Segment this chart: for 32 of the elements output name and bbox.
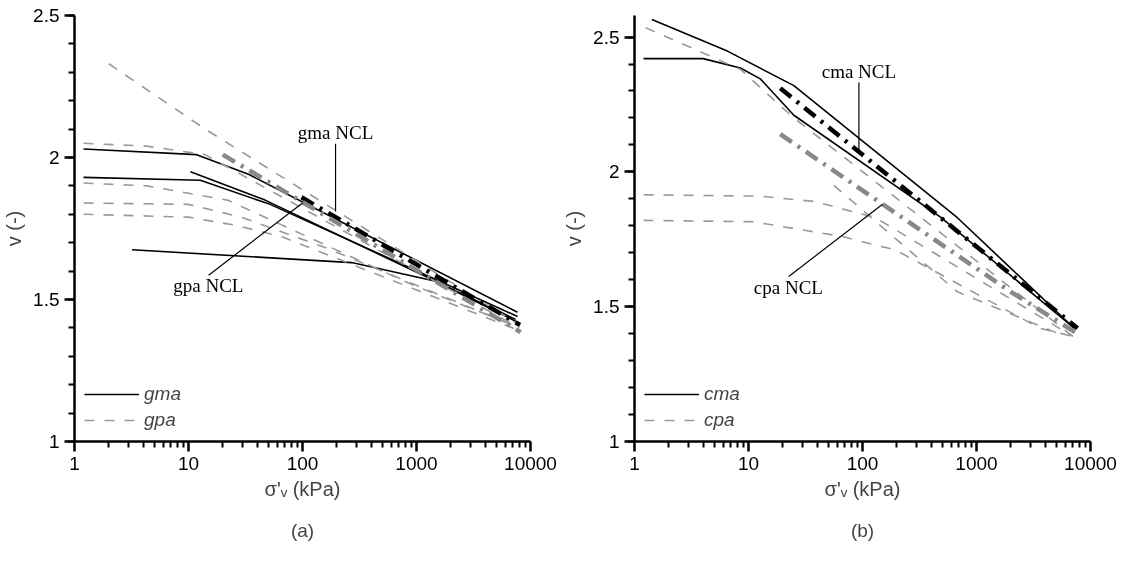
y-tick-label: 1.5 (33, 289, 60, 310)
legend-label: cma (704, 383, 740, 405)
x-tick-label: 10 (177, 452, 200, 474)
y-axis-title: v (-) (3, 210, 26, 247)
x-tick-label: 1 (69, 452, 80, 474)
x-tick-label: 10 (737, 452, 760, 474)
annotation: gpa NCL (173, 275, 244, 297)
y-tick-label: 1.5 (593, 296, 620, 318)
y-tick-label: 2 (48, 147, 60, 168)
x-axis-title: σ'ᵥ (kPa) (264, 477, 341, 500)
text: (a) (290, 519, 315, 541)
y-tick-label: 2.5 (33, 5, 60, 26)
annotation: cma NCL (821, 61, 897, 83)
x-tick-label: 100 (846, 452, 879, 474)
legend-label: cpa (704, 409, 735, 431)
x-tick-label: 1000 (395, 452, 438, 474)
x-tick-label: 10000 (1064, 452, 1117, 474)
x-tick-label: 10000 (504, 452, 557, 474)
x-tick-label: 1000 (955, 452, 998, 474)
annotation: gma NCL (297, 122, 374, 144)
y-tick-label: 2 (608, 161, 620, 183)
legend-label: gpa (144, 409, 176, 431)
text: (b) (850, 519, 875, 541)
x-tick-label: 100 (286, 452, 319, 474)
legend-label: gma (144, 383, 181, 405)
y-tick-label: 1 (608, 431, 620, 452)
y-tick-label: 2.5 (593, 26, 620, 48)
x-axis-title: σ'ᵥ (kPa) (824, 477, 901, 500)
y-axis-title: v (-) (563, 210, 586, 247)
annotation: cpa NCL (753, 276, 823, 298)
y-tick-label: 1 (48, 431, 60, 452)
x-tick-label: 1 (629, 452, 640, 474)
